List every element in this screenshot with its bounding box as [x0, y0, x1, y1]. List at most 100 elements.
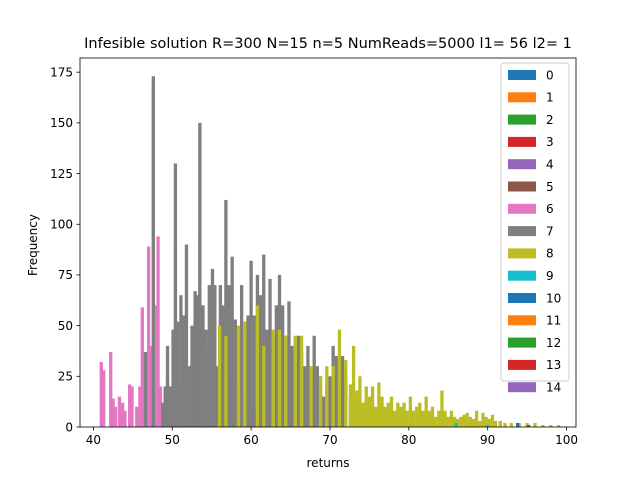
bar-series-8-12 [318, 376, 323, 427]
bar-series-7-34 [252, 315, 256, 427]
x-tick-label-40: 40 [86, 433, 101, 447]
bar-series-8-14 [331, 366, 335, 427]
bar-series-8-28 [383, 406, 387, 427]
bar-series-7-17 [201, 305, 205, 427]
bar-series-9-1 [486, 424, 490, 427]
bar-series-8-70 [541, 424, 545, 427]
bar-series-8-27 [380, 396, 384, 427]
bar-series-8-35 [405, 410, 409, 427]
bar-series-7-25 [224, 199, 228, 427]
bar-series-7-54 [315, 366, 320, 427]
bar-series-8-5 [262, 345, 266, 427]
bar-series-0-0 [515, 422, 520, 427]
legend-box [500, 62, 570, 382]
bar-series-8-20 [358, 376, 362, 427]
bar-series-6-18 [156, 236, 160, 427]
y-tick-label-50: 50 [58, 319, 73, 333]
legend-swatch-1 [508, 92, 536, 103]
bar-series-7-58 [328, 376, 332, 427]
bar-series-8-41 [424, 396, 428, 427]
bar-series-8-53 [462, 414, 466, 427]
bar-series-6-14 [146, 246, 151, 427]
bar-series-8-69 [533, 422, 537, 427]
bar-series-6-17 [154, 305, 158, 427]
bar-series-7-30 [240, 285, 244, 427]
bar-series-8-6 [271, 329, 275, 427]
bar-series-8-21 [361, 402, 365, 427]
bar-series-8-39 [418, 402, 422, 427]
bar-series-7-62 [340, 356, 345, 427]
bar-series-8-42 [427, 410, 431, 427]
y-tick-label-100: 100 [50, 218, 73, 232]
legend-label-8: 8 [546, 247, 554, 261]
bar-series-7-7 [173, 163, 178, 427]
legend-swatch-14 [508, 382, 536, 393]
bar-series-7-5 [169, 386, 173, 427]
legend-swatch-3 [508, 136, 536, 147]
legend-swatch-13 [508, 359, 536, 370]
bar-series-8-36 [408, 396, 413, 427]
bar-series-6-1 [102, 370, 106, 427]
bar-series-8-22 [364, 386, 368, 427]
bar-series-7-20 [210, 268, 215, 427]
bar-series-7-60 [334, 356, 338, 427]
bar-series-7-14 [193, 291, 197, 427]
bar-series-8-16 [344, 360, 348, 427]
x-tick-label-50: 50 [165, 433, 180, 447]
bar-series-6-8 [128, 384, 132, 427]
x-tick-label-100: 100 [555, 433, 578, 447]
legend-swatch-5 [508, 181, 536, 192]
bar-series-6-12 [140, 307, 144, 427]
bar-series-8-55 [468, 416, 472, 427]
axes-frame [79, 57, 577, 428]
bar-series-7-18 [204, 329, 208, 427]
legend-label-12: 12 [546, 336, 561, 350]
bar-series-8-0 [217, 325, 222, 427]
legend-label-0: 0 [546, 68, 554, 82]
y-tick-label-125: 125 [50, 167, 73, 181]
bar-series-6-10 [135, 406, 139, 427]
legend-swatch-9 [508, 270, 536, 281]
bar-series-8-11 [309, 366, 313, 427]
x-axis-title: returns [307, 456, 350, 470]
bar-series-8-31 [392, 410, 397, 427]
bar-series-8-60 [484, 416, 488, 427]
legend-swatch-8 [508, 248, 536, 259]
y-tick-label-75: 75 [58, 268, 73, 282]
bar-series-7-26 [227, 285, 231, 427]
bar-series-7-0 [143, 351, 148, 427]
legend-label-3: 3 [546, 135, 554, 149]
bar-series-8-57 [474, 410, 479, 427]
bar-series-8-50 [452, 416, 457, 427]
legend-swatch-2 [508, 114, 536, 125]
bar-series-7-21 [213, 285, 217, 427]
legend-label-5: 5 [546, 180, 554, 194]
bar-series-7-16 [198, 122, 202, 427]
bar-series-8-43 [430, 406, 435, 427]
x-tick-label-90: 90 [480, 433, 495, 447]
bar-series-8-33 [399, 406, 403, 427]
y-tick-label-175: 175 [50, 65, 73, 79]
y-tick-label-150: 150 [50, 116, 73, 130]
y-tick-label-25: 25 [58, 370, 73, 384]
bar-series-8-23 [367, 396, 372, 427]
x-tick-label-60: 60 [243, 433, 258, 447]
bar-series-8-7 [277, 329, 282, 427]
bar-series-7-13 [190, 325, 194, 427]
bar-series-7-10 [182, 315, 186, 427]
legend-label-6: 6 [546, 202, 554, 216]
chart-title: Infesible solution R=300 N=15 n=5 NumRea… [84, 36, 572, 52]
bar-series-7-24 [221, 305, 226, 427]
bar-series-7-33 [249, 260, 253, 427]
bar-series-7-28 [233, 319, 237, 427]
legend-label-7: 7 [546, 224, 554, 238]
bar-series-8-9 [293, 335, 297, 427]
bar-series-8-59 [481, 412, 485, 427]
bar-series-8-62 [490, 414, 495, 427]
bar-series-8-26 [377, 382, 381, 427]
bar-series-8-63 [493, 420, 498, 427]
bar-series-8-66 [509, 422, 513, 427]
bar-series-7-8 [176, 321, 180, 427]
bar-series-0-1 [527, 424, 531, 427]
